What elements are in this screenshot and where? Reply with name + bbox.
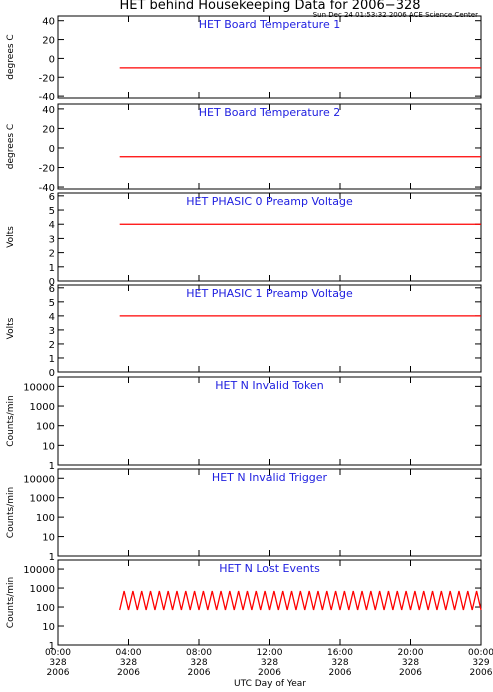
x-tick-label: 329 bbox=[472, 658, 489, 668]
y-tick-label: 5 bbox=[49, 206, 55, 217]
y-tick-label: 0 bbox=[49, 54, 55, 65]
y-tick-label: 1000 bbox=[30, 584, 55, 595]
y-axis-label: Volts bbox=[6, 317, 16, 339]
y-tick-label: 10000 bbox=[23, 382, 55, 393]
y-tick-label: 4 bbox=[49, 312, 55, 323]
x-tick-label: 328 bbox=[120, 658, 137, 668]
y-tick-label: 10 bbox=[42, 622, 55, 633]
y-tick-label: 1 bbox=[49, 354, 55, 365]
x-tick-label: 00:00 bbox=[468, 648, 493, 658]
x-tick-label: 328 bbox=[49, 658, 66, 668]
x-tick-label: 20:00 bbox=[398, 648, 424, 658]
y-tick-label: 1 bbox=[49, 263, 55, 274]
y-tick-label: 1000 bbox=[30, 494, 55, 505]
page-subtitle: Sun Dec 24 01:53:32 2006 ACE Science Cen… bbox=[313, 11, 478, 19]
x-tick-label: 328 bbox=[261, 658, 278, 668]
x-tick-label: 2006 bbox=[329, 668, 352, 678]
y-tick-label: 0 bbox=[49, 144, 55, 155]
y-axis-label: Volts bbox=[6, 226, 16, 248]
y-tick-label: 2 bbox=[49, 340, 55, 351]
y-axis-label: degrees C bbox=[6, 124, 16, 169]
y-tick-label: -40 bbox=[39, 92, 55, 103]
x-tick-label: 2006 bbox=[470, 668, 493, 678]
page-title: HET behind Housekeeping Data for 2006−32… bbox=[119, 0, 420, 13]
y-tick-label: 100 bbox=[36, 513, 55, 524]
y-tick-label: 5 bbox=[49, 298, 55, 309]
x-tick-label: 16:00 bbox=[327, 648, 353, 658]
y-tick-label: 4 bbox=[49, 220, 55, 231]
y-tick-label: 100 bbox=[36, 603, 55, 614]
y-tick-label: 3 bbox=[49, 234, 55, 245]
x-tick-label: 2006 bbox=[399, 668, 422, 678]
y-tick-label: 10 bbox=[42, 533, 55, 544]
x-tick-label: 2006 bbox=[47, 668, 70, 678]
y-tick-label: 6 bbox=[49, 284, 55, 295]
y-tick-label: 1 bbox=[49, 641, 55, 652]
y-tick-label: 40 bbox=[42, 17, 55, 28]
data-line bbox=[119, 590, 482, 611]
panel-title: HET Board Temperature 1 bbox=[199, 18, 340, 31]
y-tick-label: -20 bbox=[39, 73, 55, 84]
panel-title: HET PHASIC 1 Preamp Voltage bbox=[186, 287, 353, 300]
x-tick-label: 328 bbox=[331, 658, 348, 668]
y-tick-label: -20 bbox=[39, 164, 55, 175]
x-tick-label: 08:00 bbox=[186, 648, 212, 658]
y-tick-label: 20 bbox=[42, 124, 55, 135]
y-tick-label: 100 bbox=[36, 422, 55, 433]
y-tick-label: 6 bbox=[49, 192, 55, 203]
y-tick-label: 1 bbox=[49, 552, 55, 563]
y-tick-label: 2 bbox=[49, 249, 55, 260]
y-tick-label: 0 bbox=[49, 368, 55, 379]
y-axis-label: Counts/min bbox=[6, 487, 16, 538]
y-tick-label: 1 bbox=[49, 461, 55, 472]
x-tick-label: 00:00 bbox=[45, 648, 71, 658]
y-axis-label: Counts/min bbox=[6, 577, 16, 628]
panel-title: HET N Lost Events bbox=[219, 562, 320, 575]
x-tick-label: 12:00 bbox=[257, 648, 283, 658]
y-axis-label: degrees C bbox=[6, 34, 16, 79]
y-tick-label: 40 bbox=[42, 105, 55, 116]
y-tick-label: 3 bbox=[49, 326, 55, 337]
y-tick-label: 10000 bbox=[23, 565, 55, 576]
y-tick-label: 0 bbox=[49, 277, 55, 288]
panel-title: HET N Invalid Token bbox=[215, 379, 324, 392]
x-tick-label: 328 bbox=[190, 658, 207, 668]
y-axis-label: Counts/min bbox=[6, 395, 16, 446]
y-tick-label: 10000 bbox=[23, 474, 55, 485]
x-tick-label: 2006 bbox=[188, 668, 211, 678]
panel-title: HET Board Temperature 2 bbox=[199, 106, 340, 119]
y-tick-label: 1000 bbox=[30, 402, 55, 413]
y-tick-label: 10 bbox=[42, 441, 55, 452]
x-tick-label: 328 bbox=[402, 658, 419, 668]
x-tick-label: 2006 bbox=[258, 668, 281, 678]
x-axis-label: UTC Day of Year bbox=[234, 679, 306, 689]
y-tick-label: 20 bbox=[42, 36, 55, 47]
x-tick-label: 2006 bbox=[117, 668, 140, 678]
panel-title: HET N Invalid Trigger bbox=[212, 471, 328, 484]
y-tick-label: -40 bbox=[39, 183, 55, 194]
x-tick-label: 04:00 bbox=[116, 648, 142, 658]
panel-title: HET PHASIC 0 Preamp Voltage bbox=[186, 195, 353, 208]
